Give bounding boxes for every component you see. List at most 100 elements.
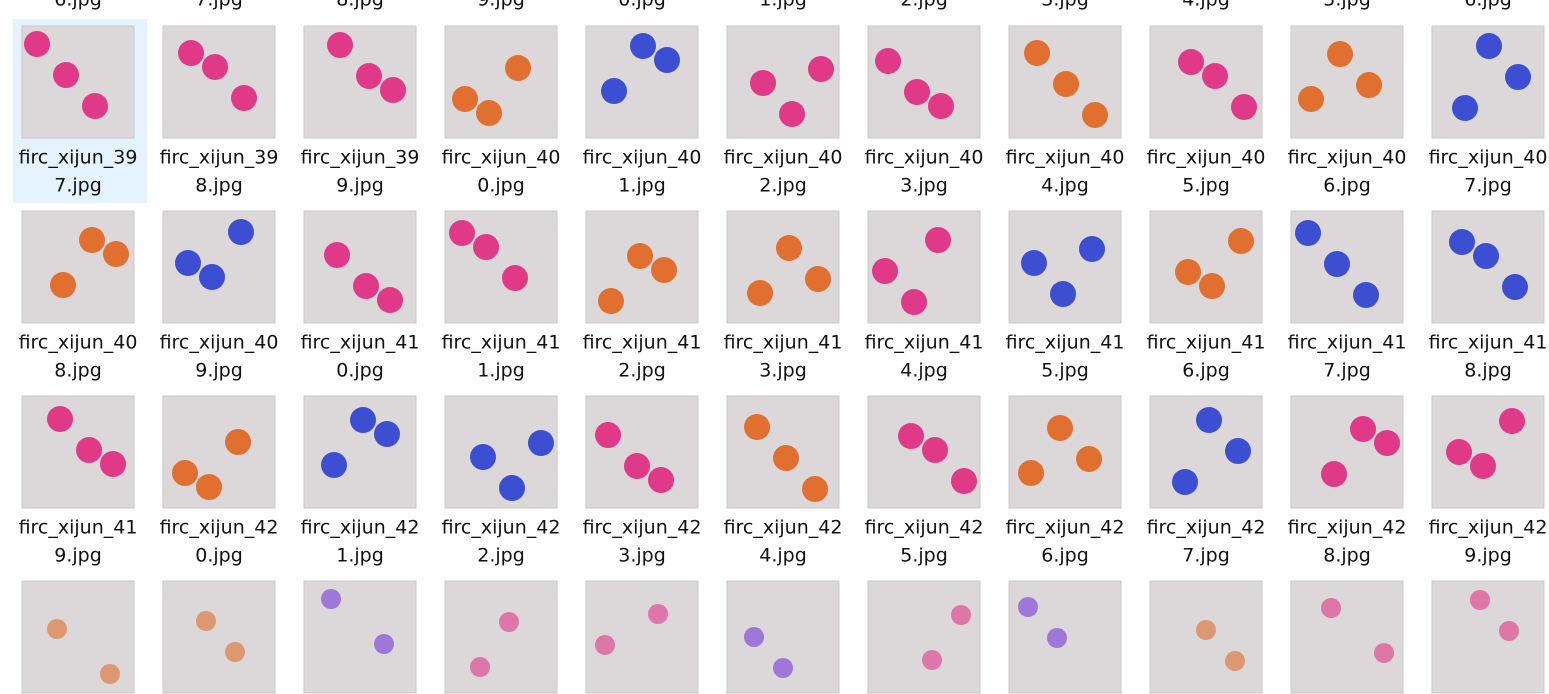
file-name[interactable]: firc_xijun_42 (301, 517, 420, 539)
file-name[interactable]: firc_xijun_42 (442, 517, 561, 539)
file-name[interactable]: 8.jpg (1323, 545, 1371, 567)
file-name[interactable]: 0.jpg (477, 175, 525, 197)
thumbnail-cell (928, 93, 954, 119)
file-name[interactable]: 8.jpg (1464, 360, 1512, 382)
file-name[interactable]: 4.jpg (1041, 175, 1089, 197)
file-name[interactable]: firc_xijun_41 (865, 332, 984, 354)
thumbnail-cell (773, 445, 799, 471)
file-name[interactable]: firc_xijun_41 (442, 332, 561, 354)
file-name[interactable]: firc_xijun_42 (1429, 517, 1548, 539)
file-name[interactable]: firc_xijun_42 (583, 517, 702, 539)
file-name[interactable]: firc_xijun_42 (160, 517, 279, 539)
file-name[interactable]: 4.jpg (1182, 0, 1230, 11)
thumbnail-cell (321, 452, 347, 478)
file-name[interactable]: firc_xijun_40 (160, 332, 279, 354)
file-name[interactable]: firc_xijun_40 (1006, 147, 1125, 169)
file-name[interactable]: firc_xijun_40 (1147, 147, 1266, 169)
thumbnail-cell (327, 32, 353, 58)
thumbnail[interactable] (867, 580, 981, 694)
file-name[interactable]: 3.jpg (900, 175, 948, 197)
file-name[interactable]: 9.jpg (336, 175, 384, 197)
file-name[interactable]: firc_xijun_41 (1429, 332, 1548, 354)
file-name[interactable]: 3.jpg (618, 545, 666, 567)
file-name[interactable]: firc_xijun_42 (724, 517, 843, 539)
file-name[interactable]: 9.jpg (195, 360, 243, 382)
thumbnail[interactable] (162, 25, 276, 139)
file-name[interactable]: 6.jpg (1464, 0, 1512, 11)
file-name[interactable]: 9.jpg (477, 0, 525, 11)
file-name[interactable]: 0.jpg (336, 360, 384, 382)
thumbnail-cell (172, 460, 198, 486)
file-name[interactable]: firc_xijun_40 (442, 147, 561, 169)
thumbnail[interactable] (21, 210, 135, 324)
file-name[interactable]: firc_xijun_41 (19, 517, 138, 539)
thumbnail[interactable] (303, 580, 417, 694)
thumbnail-cell (1321, 598, 1341, 618)
file-name[interactable]: 7.jpg (195, 0, 243, 11)
thumbnail[interactable] (444, 580, 558, 694)
file-name[interactable]: 6.jpg (1323, 175, 1371, 197)
file-name[interactable]: 5.jpg (1182, 175, 1230, 197)
file-name[interactable]: 6.jpg (1041, 545, 1089, 567)
file-name[interactable]: 4.jpg (759, 545, 807, 567)
file-name[interactable]: firc_xijun_40 (19, 332, 138, 354)
thumbnail-cell (202, 54, 228, 80)
thumbnail[interactable] (444, 25, 558, 139)
file-name[interactable]: 5.jpg (900, 545, 948, 567)
file-name[interactable]: firc_xijun_40 (1429, 147, 1548, 169)
file-name[interactable]: firc_xijun_40 (1288, 147, 1407, 169)
file-name[interactable]: firc_xijun_41 (724, 332, 843, 354)
file-name[interactable]: 1.jpg (759, 0, 807, 11)
file-name[interactable]: 1.jpg (477, 360, 525, 382)
file-name[interactable]: 8.jpg (336, 0, 384, 11)
file-name[interactable]: firc_xijun_42 (1006, 517, 1125, 539)
file-name[interactable]: firc_xijun_41 (583, 332, 702, 354)
thumbnail[interactable] (1149, 210, 1263, 324)
file-name[interactable]: 5.jpg (1323, 0, 1371, 11)
thumbnail[interactable] (1008, 395, 1122, 509)
file-name[interactable]: 3.jpg (759, 360, 807, 382)
file-name[interactable]: firc_xijun_40 (724, 147, 843, 169)
file-name[interactable]: 8.jpg (54, 360, 102, 382)
file-name[interactable]: firc_xijun_41 (301, 332, 420, 354)
thumbnail[interactable] (585, 395, 699, 509)
file-name[interactable]: 5.jpg (1041, 360, 1089, 382)
thumbnail[interactable] (162, 580, 276, 694)
file-name[interactable]: 1.jpg (618, 175, 666, 197)
file-name[interactable]: 9.jpg (1464, 545, 1512, 567)
thumbnail-cell (598, 288, 624, 314)
file-name[interactable]: firc_xijun_42 (865, 517, 984, 539)
file-name[interactable]: firc_xijun_41 (1288, 332, 1407, 354)
file-name[interactable]: firc_xijun_40 (865, 147, 984, 169)
file-name[interactable]: 7.jpg (1464, 175, 1512, 197)
file-name[interactable]: 9.jpg (54, 545, 102, 567)
file-name[interactable]: 4.jpg (900, 360, 948, 382)
file-name[interactable]: 7.jpg (1323, 360, 1371, 382)
file-name[interactable]: 8.jpg (195, 175, 243, 197)
thumbnail-cell (1228, 228, 1254, 254)
file-name[interactable]: 0.jpg (618, 0, 666, 11)
file-name[interactable]: firc_xijun_41 (1147, 332, 1266, 354)
thumbnail-cell (624, 453, 650, 479)
file-name[interactable]: firc_xijun_40 (583, 147, 702, 169)
file-name[interactable]: firc_xijun_41 (1006, 332, 1125, 354)
file-name[interactable]: 2.jpg (477, 545, 525, 567)
file-name[interactable]: 6.jpg (54, 0, 102, 11)
file-name[interactable]: 2.jpg (759, 175, 807, 197)
file-name[interactable]: 2.jpg (618, 360, 666, 382)
file-name[interactable]: firc_xijun_39 (160, 147, 279, 169)
thumbnail-cell (231, 85, 257, 111)
file-name[interactable]: 0.jpg (195, 545, 243, 567)
thumbnail[interactable] (1290, 25, 1404, 139)
file-name[interactable]: firc_xijun_39 (301, 147, 420, 169)
file-name[interactable]: 2.jpg (900, 0, 948, 11)
file-name[interactable]: 7.jpg (54, 175, 102, 197)
thumbnail[interactable] (1290, 580, 1404, 694)
file-name[interactable]: firc_xijun_39 (19, 147, 138, 169)
file-name[interactable]: 6.jpg (1182, 360, 1230, 382)
file-name[interactable]: firc_xijun_42 (1288, 517, 1407, 539)
file-name[interactable]: 7.jpg (1182, 545, 1230, 567)
file-name[interactable]: firc_xijun_42 (1147, 517, 1266, 539)
file-name[interactable]: 1.jpg (336, 545, 384, 567)
file-name[interactable]: 3.jpg (1041, 0, 1089, 11)
